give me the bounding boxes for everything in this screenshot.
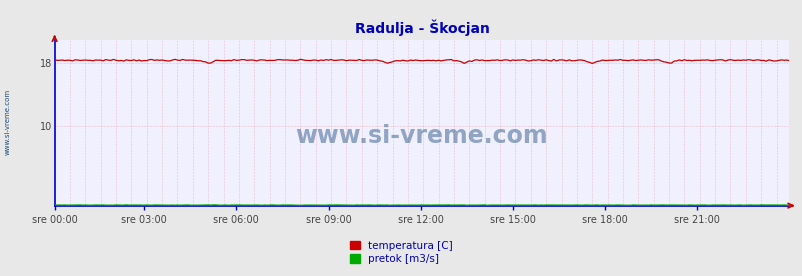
Text: www.si-vreme.com: www.si-vreme.com [295, 124, 548, 148]
Legend: temperatura [C], pretok [m3/s]: temperatura [C], pretok [m3/s] [345, 237, 457, 268]
Title: Radulja - Škocjan: Radulja - Škocjan [354, 20, 488, 36]
Text: www.si-vreme.com: www.si-vreme.com [5, 88, 11, 155]
